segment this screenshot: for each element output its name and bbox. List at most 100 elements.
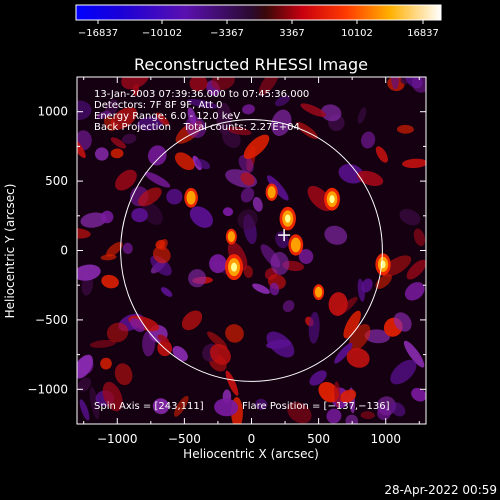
pattern-blob — [308, 311, 320, 344]
colorbar-tick-label: 16837 — [407, 28, 439, 39]
pattern-blob — [238, 154, 254, 174]
pattern-blob — [338, 164, 365, 184]
pattern-blob — [100, 210, 114, 224]
source-core — [314, 286, 323, 298]
pattern-blob — [77, 264, 101, 281]
colorbar-tick-label: −16837 — [78, 28, 118, 39]
pattern-blob — [209, 344, 231, 365]
pattern-blob — [364, 329, 390, 344]
pattern-blob — [339, 389, 357, 403]
pattern-blob — [152, 398, 169, 415]
pattern-blob — [207, 331, 228, 350]
pattern-blob — [209, 254, 227, 274]
pattern-blob — [96, 110, 111, 120]
pattern-blob — [101, 274, 119, 289]
pattern-blob — [148, 145, 167, 166]
pattern-blob — [361, 131, 376, 149]
pattern-blob — [166, 188, 183, 205]
pattern-blob — [266, 339, 292, 349]
pattern-blob — [95, 147, 109, 161]
pattern-blob — [225, 324, 244, 343]
y-tick-label: −1000 — [27, 382, 68, 396]
pattern-blob — [240, 172, 255, 186]
pattern-blob — [174, 152, 195, 171]
pattern-blob — [106, 241, 123, 257]
pattern-blob — [214, 398, 239, 417]
pattern-blob — [189, 77, 208, 92]
pattern-blob — [269, 282, 280, 296]
source-core — [290, 237, 301, 253]
pattern-blob — [390, 402, 406, 417]
pattern-blob — [185, 116, 207, 138]
pattern-blob — [77, 227, 91, 239]
pattern-blob — [100, 357, 112, 370]
source-peak — [231, 262, 238, 272]
y-tick-label: 0 — [60, 244, 68, 258]
bright-sources — [184, 183, 391, 301]
pattern-blob — [114, 363, 133, 386]
pattern-blob — [225, 370, 239, 396]
pattern-blob — [287, 402, 312, 424]
pattern-blob — [349, 323, 371, 351]
pattern-blob — [393, 312, 412, 332]
annotation-time-range: 13-Jan-2003 07:39:36.000 to 07:45:36.000 — [94, 89, 309, 100]
pattern-blob — [110, 137, 127, 149]
pattern-blob — [396, 124, 414, 134]
pattern-blob — [77, 137, 86, 159]
colorbar-tick-label: −10102 — [142, 28, 182, 39]
pattern-blob — [80, 212, 107, 228]
pattern-blob — [115, 169, 137, 191]
pattern-blob — [189, 206, 213, 228]
pattern-blob — [334, 342, 353, 364]
pattern-blob — [266, 175, 289, 201]
pattern-blob — [361, 278, 373, 293]
pattern-blob — [110, 148, 124, 159]
pattern-blob — [89, 339, 116, 348]
pattern-blob — [242, 104, 255, 115]
x-tick-label: 0 — [248, 432, 256, 446]
source-core — [267, 186, 276, 199]
source-peak — [285, 214, 291, 223]
x-tick-label: 1000 — [370, 432, 401, 446]
pattern-blob — [122, 242, 133, 254]
pattern-blob — [160, 287, 173, 297]
x-axis-label: Heliocentric X (arcsec) — [183, 447, 319, 461]
x-tick-label: −1000 — [97, 432, 138, 446]
pattern-blob — [375, 146, 388, 163]
pattern-blob — [78, 377, 91, 392]
colorbar-ticks: −16837 −10102 −3367 3367 10102 16837 — [78, 20, 439, 39]
pattern-blob — [259, 77, 279, 95]
pattern-blob — [328, 292, 348, 316]
spin-axis-cross-marker — [278, 229, 291, 242]
colorbar-tick-label: −3367 — [210, 28, 244, 39]
flare-position-label: Flare Position = [−137,−136] — [242, 401, 390, 412]
pattern-blob — [227, 126, 252, 136]
pattern-blob — [411, 387, 426, 402]
y-tick-label: 1000 — [37, 105, 68, 119]
pattern-blob — [357, 107, 367, 124]
pattern-blob — [150, 255, 172, 276]
pattern-blob — [320, 104, 342, 122]
pattern-blob — [222, 207, 234, 217]
pattern-blob — [152, 246, 171, 264]
pattern-blob — [324, 225, 348, 245]
annotation-block: 13-Jan-2003 07:39:36.000 to 07:45:36.000… — [94, 89, 309, 133]
pattern-blob — [282, 300, 295, 313]
y-axis-label: Heliocentric Y (arcsec) — [3, 184, 17, 319]
y-tick-label: −500 — [35, 313, 68, 327]
x-tick-label: −500 — [168, 432, 201, 446]
pattern-blob — [195, 158, 211, 170]
pattern-blob — [270, 251, 290, 275]
colorbar-tick-label: 3367 — [279, 28, 304, 39]
pattern-blob — [89, 386, 100, 420]
pattern-blob — [404, 282, 425, 301]
pattern-blob — [309, 370, 327, 386]
pattern-blob — [174, 395, 189, 417]
pattern-blob — [136, 116, 165, 131]
pattern-blob — [106, 322, 129, 343]
pattern-blob — [343, 310, 361, 339]
pattern-blob — [252, 196, 263, 212]
pattern-blob — [216, 102, 232, 135]
source-core — [186, 190, 196, 205]
pattern-blob — [237, 209, 258, 230]
